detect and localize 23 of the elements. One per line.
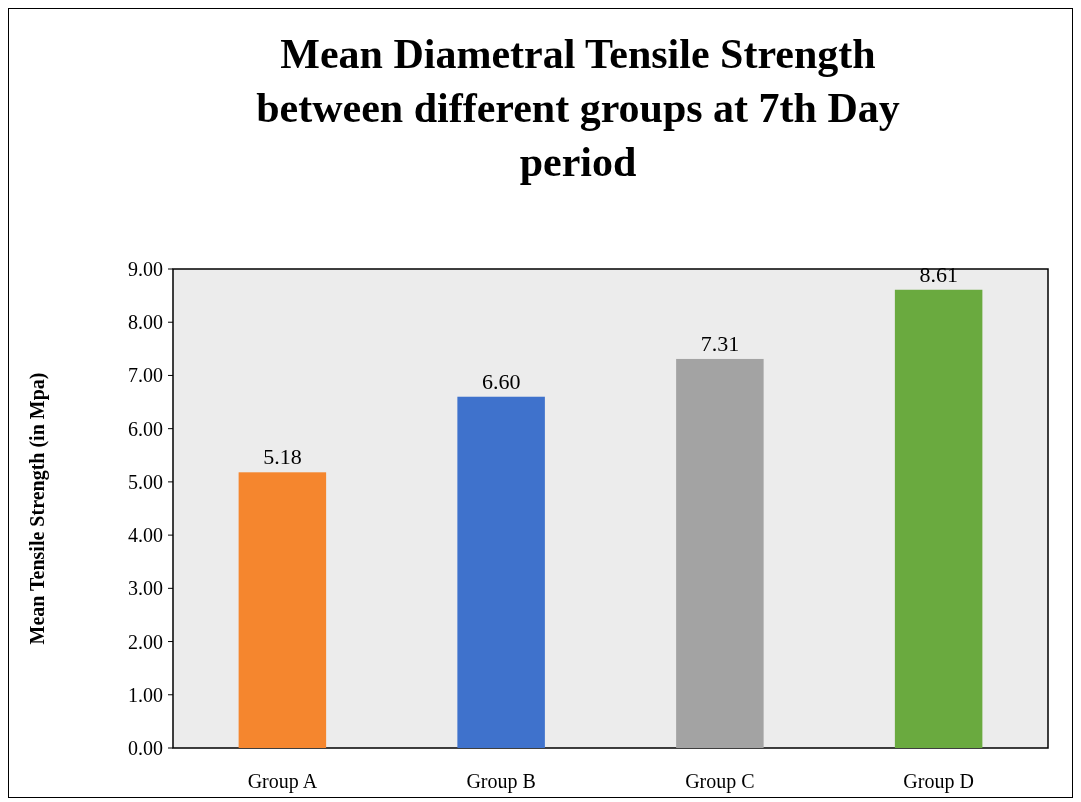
chart-title: Mean Diametral Tensile Strength between different groups at 7th Day period <box>256 31 900 185</box>
data-label: 7.31 <box>700 330 740 356</box>
y-tick-label: 8.00 <box>128 311 163 334</box>
y-tick-label: 5.00 <box>128 470 163 493</box>
y-tick-label: 7.00 <box>128 364 163 387</box>
x-tick-label: Group C <box>685 770 755 793</box>
bar <box>894 289 983 748</box>
y-tick-label: 3.00 <box>128 577 163 600</box>
x-tick-label: Group D <box>903 770 974 793</box>
y-tick-label: 6.00 <box>128 417 163 440</box>
data-label: 6.60 <box>481 368 521 394</box>
x-tick-label: Group B <box>466 770 536 793</box>
y-tick-label: 9.00 <box>128 258 163 280</box>
bar <box>676 358 764 748</box>
y-tick-label: 4.00 <box>128 524 163 547</box>
x-tick-label: Group A <box>247 770 318 793</box>
y-tick-label: 1.00 <box>128 683 163 706</box>
bar <box>238 472 327 748</box>
data-label: 5.18 <box>263 444 302 470</box>
y-tick-label: 2.00 <box>128 630 163 653</box>
y-tick-label: 0.00 <box>128 737 163 759</box>
bar <box>457 396 545 748</box>
y-axis-title: Mean Tensile Strength (in Mpa) <box>26 372 49 645</box>
